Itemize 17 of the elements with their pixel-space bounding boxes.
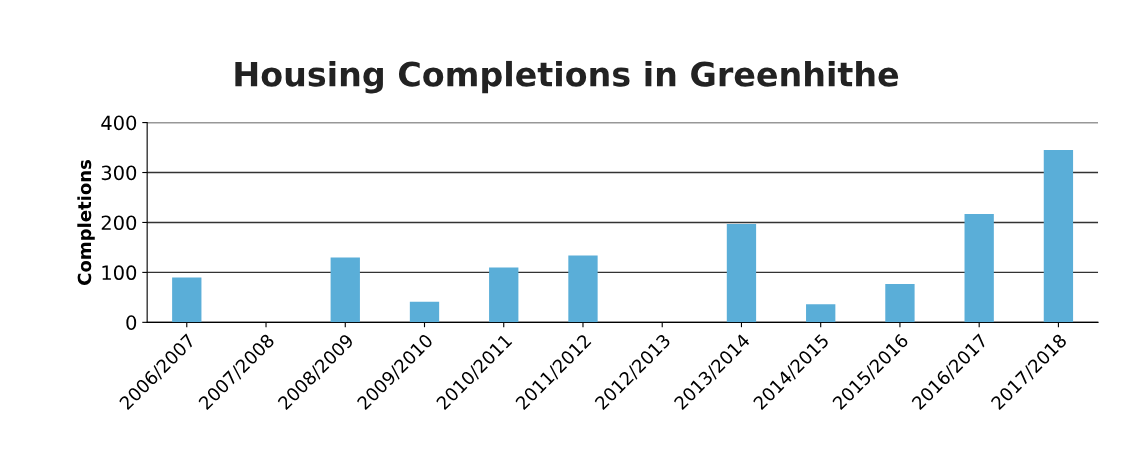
bar xyxy=(1043,150,1074,323)
bar xyxy=(964,213,994,323)
bar xyxy=(409,301,440,323)
bar xyxy=(172,277,202,323)
bar xyxy=(806,304,836,323)
bar xyxy=(726,223,757,323)
y-tick-label: 0 xyxy=(126,315,137,330)
chart-title: Housing Completions in Greenhithe xyxy=(235,60,899,94)
y-tick-label: 100 xyxy=(102,265,137,281)
y-tick-label: 300 xyxy=(101,165,137,181)
y-tick-label: 200 xyxy=(101,215,137,231)
bar xyxy=(489,267,519,323)
y-axis-title: Completions xyxy=(77,159,95,285)
bar xyxy=(330,257,360,323)
bar xyxy=(568,255,598,323)
y-tick-label: 400 xyxy=(101,115,137,131)
bar xyxy=(885,283,915,323)
